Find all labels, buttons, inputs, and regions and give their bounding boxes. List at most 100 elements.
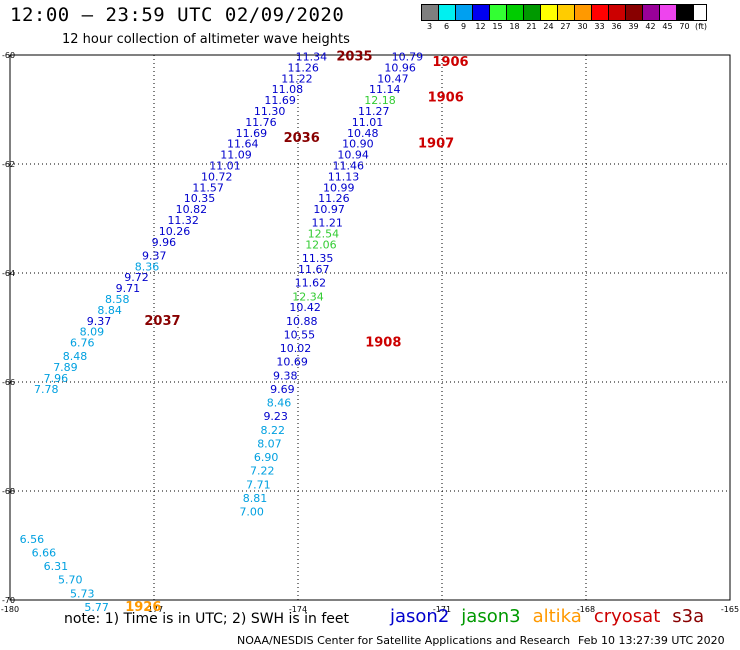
legend-bin-label: 24 [543, 22, 554, 31]
pass-time-label: 1906 [428, 90, 464, 105]
lon-tick-label: -165 [721, 605, 739, 614]
legend-bin-label: 12 [475, 22, 486, 31]
legend-swatch [507, 5, 524, 20]
swh-value: 10.69 [276, 356, 308, 369]
swh-value: 11.01 [209, 159, 241, 172]
swh-value: 10.02 [280, 342, 312, 355]
swh-value: 11.34 [296, 50, 328, 63]
swh-value: 11.30 [254, 105, 286, 118]
swh-value: 12.18 [364, 94, 396, 107]
legend-swatch [490, 5, 507, 20]
legend-swatch [575, 5, 592, 20]
satellite-legend: jason2 jason3 altika cryosat s3a [390, 606, 716, 627]
swh-value: 9.72 [124, 271, 148, 284]
swh-value: 8.07 [257, 437, 282, 450]
swh-value: 11.26 [318, 192, 350, 205]
swh-value: 6.56 [20, 533, 44, 546]
legend-swatch [609, 5, 626, 20]
page-title: 12:00 – 23:59 UTC 02/09/2020 [10, 4, 345, 26]
swh-value: 12.54 [308, 228, 340, 241]
legend-bin-label: 39 [628, 22, 639, 31]
swh-value: 7.71 [246, 478, 271, 491]
swh-value: 8.81 [243, 492, 267, 505]
swh-value: 11.67 [298, 263, 330, 276]
swh-value: 8.22 [261, 424, 286, 437]
swh-value: 9.69 [270, 383, 295, 396]
swh-value: 11.09 [220, 149, 252, 162]
map-frame [9, 54, 731, 601]
legend-swatch [473, 5, 490, 20]
pass-time-label: 2035 [336, 49, 372, 64]
lon-tick-label: -180 [1, 605, 19, 614]
swh-value: 11.69 [236, 127, 268, 140]
swh-value: 10.82 [176, 203, 208, 216]
swh-value: 10.94 [337, 149, 369, 162]
lat-tick-label: -64 [2, 269, 15, 278]
swh-value: 5.77 [84, 601, 109, 614]
legend-bin-label: 21 [526, 22, 537, 31]
lat-tick-label: -60 [2, 51, 15, 60]
lon-tick-label: -177 [145, 605, 163, 614]
swh-value: 8.46 [267, 397, 292, 410]
units-note: note: 1) Time is in UTC; 2) SWH is in fe… [64, 611, 350, 627]
legend-swatch [456, 5, 473, 20]
legend-swatch [439, 5, 456, 20]
swh-value: 10.88 [286, 315, 318, 328]
swh-value: 10.48 [347, 127, 379, 140]
swh-value: 11.01 [352, 116, 384, 129]
swh-value: 12.06 [305, 238, 337, 251]
swh-value: 9.96 [152, 236, 177, 249]
lon-tick-label: -171 [433, 605, 451, 614]
swh-value: 10.72 [201, 170, 233, 183]
swh-value: 11.69 [264, 94, 296, 107]
swh-value: 8.84 [97, 304, 122, 317]
satellite-name: jason2 [390, 606, 450, 627]
swh-value: 11.76 [245, 116, 277, 129]
swh-value: 11.26 [287, 61, 319, 74]
swh-value: 6.90 [254, 451, 279, 464]
legend-swatch [643, 5, 660, 20]
swh-value: 6.31 [44, 560, 69, 573]
swh-value: 11.57 [192, 181, 224, 194]
legend-bin-label: 6 [443, 22, 450, 31]
generated-timestamp: Feb 10 13:27:39 UTC 2020 [578, 634, 725, 647]
swh-value: 10.79 [392, 50, 424, 63]
legend-swatch [541, 5, 558, 20]
pass-time-label: 1906 [432, 55, 468, 70]
swh-value: 8.48 [63, 350, 88, 363]
color-scale-labels: 3 6 9 12 15 18 21 24 27 30 33 36 39 42 45 70 (ft) [421, 22, 707, 31]
swh-value: 11.64 [227, 138, 259, 151]
swh-value: 11.14 [369, 83, 401, 96]
swh-value: 5.70 [58, 574, 83, 587]
pass-time-label: 1907 [418, 137, 454, 152]
lat-tick-label: -68 [2, 487, 15, 496]
legend-bin-label: 42 [645, 22, 656, 31]
swh-value: 11.27 [358, 105, 390, 118]
swh-value: 10.35 [184, 192, 216, 205]
legend-bin-label: 27 [560, 22, 571, 31]
swh-value: 11.35 [302, 252, 334, 265]
credit-line: NOAA/NESDIS Center for Satellite Applica… [237, 634, 571, 647]
legend-swatch [422, 5, 439, 20]
legend-bin-label: 3 [426, 22, 433, 31]
legend-swatch [660, 5, 677, 20]
swh-value: 9.38 [273, 369, 298, 382]
legend-bin-label: 45 [662, 22, 673, 31]
swh-value: 9.37 [87, 315, 112, 328]
swh-value: 11.21 [311, 217, 343, 230]
swh-value: 7.96 [44, 372, 69, 385]
swh-value: 10.97 [313, 203, 345, 216]
swh-value: 10.47 [377, 72, 409, 85]
swh-value: 9.71 [116, 282, 141, 295]
swh-value: 10.90 [342, 138, 374, 151]
legend-swatch [524, 5, 541, 20]
swh-value: 10.99 [323, 181, 355, 194]
swh-value: 10.42 [289, 301, 321, 314]
legend-bin-label: 15 [492, 22, 503, 31]
legend-bin-label: 36 [611, 22, 622, 31]
pass-time-label: 2036 [284, 131, 320, 146]
swh-value: 7.00 [239, 506, 264, 519]
map-grid [9, 54, 731, 601]
pass-time-label: 2037 [144, 314, 180, 329]
